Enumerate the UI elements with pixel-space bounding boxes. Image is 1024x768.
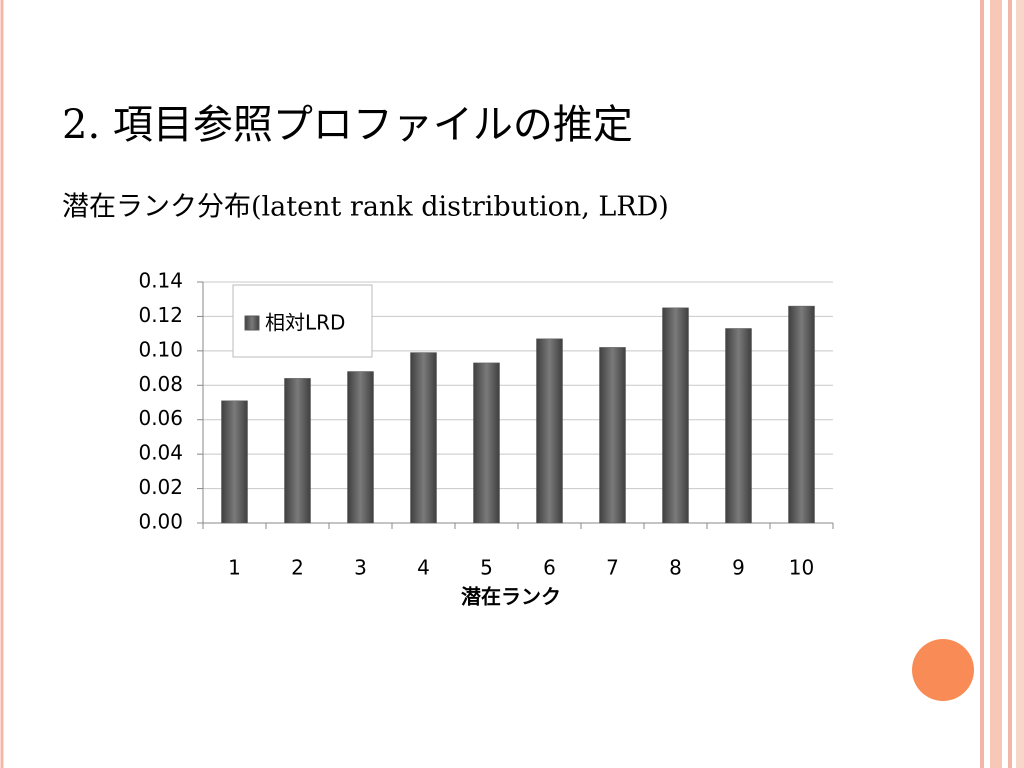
x-tick-label: 10 (789, 556, 814, 580)
bar (284, 378, 311, 524)
x-tick-label: 3 (354, 556, 367, 580)
bar (599, 347, 626, 524)
bar (473, 362, 500, 524)
decoration-circle (912, 639, 974, 701)
x-tick-label: 6 (543, 556, 556, 580)
y-tick-label: 0.10 (138, 337, 183, 361)
x-tick-label: 8 (669, 556, 682, 580)
x-tick-label: 7 (606, 556, 619, 580)
slide-title: 2. 項目参照プロファイルの推定 (62, 102, 633, 148)
y-tick-label: 0.00 (138, 510, 183, 534)
x-tick-label: 4 (417, 556, 430, 580)
x-tick-label: 5 (480, 556, 493, 580)
y-tick-label: 0.02 (138, 475, 183, 499)
x-tick-label: 2 (291, 556, 304, 580)
x-axis-label: 潜在ランク (461, 585, 561, 609)
x-tick-label: 1 (228, 556, 241, 580)
bar (221, 400, 248, 524)
chart: 0.00 0.02 0.04 0.06 0.08 0.10 0.12 0.14 1 2 3 4 5 6 7 8… (138, 269, 834, 609)
legend-swatch (244, 315, 260, 331)
bar (410, 352, 437, 524)
y-tick-label: 0.08 (138, 372, 183, 396)
stripe (1016, 0, 1024, 768)
y-tick-label: 0.06 (138, 406, 183, 430)
slide-subtitle: 潜在ランク分布(latent rank distribution, LRD) (62, 192, 669, 223)
y-tick-label: 0.14 (138, 269, 183, 293)
stripe (980, 0, 984, 768)
stripe (1008, 0, 1012, 768)
bar (725, 328, 752, 524)
bar (347, 371, 374, 524)
y-tick-label: 0.12 (138, 303, 183, 327)
bar (662, 307, 689, 524)
x-tick-label: 9 (732, 556, 745, 580)
bar (536, 338, 563, 524)
stripe (990, 0, 1002, 768)
bar (788, 305, 815, 524)
legend-label: 相対LRD (265, 311, 345, 335)
y-tick-label: 0.04 (138, 441, 183, 465)
